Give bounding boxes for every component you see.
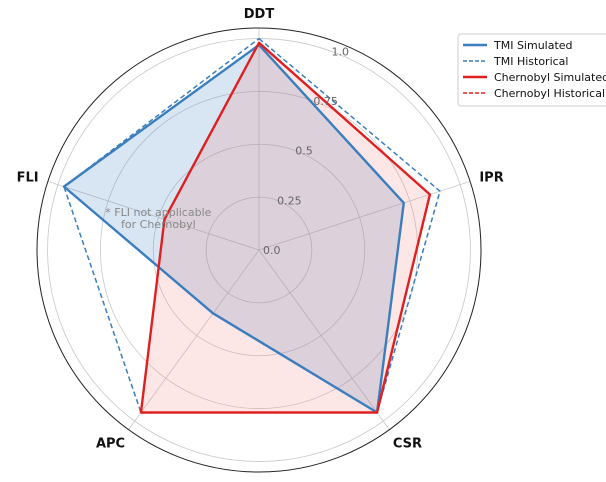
axis-labels: DDT IPR CSR APC FLI [17,7,504,452]
radial-tick-label: 0.5 [295,145,313,158]
axis-label-ipr: IPR [479,170,503,185]
radial-tick-label: 0.25 [277,194,302,207]
legend-label-chernobyl-historical: Chernobyl Historical [494,87,605,100]
series-lines [62,37,441,414]
axis-label-ddt: DDT [244,7,275,22]
axis-label-fli: FLI [17,170,39,185]
annotation-line-0: * FLI not applicable [105,206,211,219]
radial-tick-label: 1.0 [331,45,349,58]
legend-label-chernobyl-simulated: Chernobyl Simulated [494,71,606,84]
legend-box [457,33,606,107]
annotation-line-1: for Chernobyl [121,218,196,231]
spoke-ipr [258,181,471,251]
spoke-apc [128,249,260,430]
spoke-fli [47,181,260,251]
outer-frame [36,27,482,473]
axis-label-csr: CSR [393,437,422,452]
legend-label-tmi-historical: TMI Historical [493,55,568,68]
radial-tick-label: 0.0 [263,244,281,257]
spoke-csr [258,249,390,430]
legend: TMI Simulated TMI Historical Chernobyl Sim… [457,33,606,107]
fill-chernobyl-simulated [140,42,430,413]
radial-tick-label: 0.75 [313,95,338,108]
line-chernobyl-historical [140,42,431,414]
radial-tick-labels: 0.0 0.25 0.5 0.75 1.0 [263,45,349,257]
series-fills [63,42,430,413]
legend-label-tmi-simulated: TMI Simulated [493,39,573,52]
axis-label-apc: APC [96,437,125,452]
line-tmi-simulated [62,43,405,414]
fill-tmi-simulated [63,44,404,413]
